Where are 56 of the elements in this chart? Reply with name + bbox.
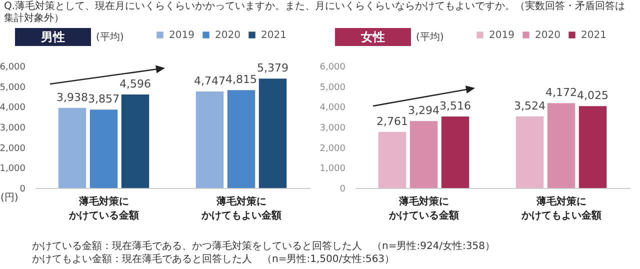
y-tick-label: 1,000: [320, 164, 346, 174]
x-tick-label: 薄毛対策にかけている金額: [68, 196, 139, 222]
x-tick-label: 薄毛対策にかけてもよい金額: [200, 196, 282, 222]
bar: [90, 110, 118, 188]
legend-label: 2020: [215, 30, 240, 41]
data-label: 4,815: [226, 73, 257, 86]
bar: [58, 108, 86, 188]
data-label: 4,596: [120, 78, 152, 91]
legend-label: 2021: [581, 30, 606, 41]
bar: [121, 94, 150, 188]
x-tick-label: 薄毛対策にかけている金額: [388, 196, 459, 222]
legend-label: 2019: [489, 30, 514, 41]
bar: [547, 103, 576, 188]
chart-title: 女性: [335, 28, 411, 46]
data-label: 4,172: [546, 86, 577, 100]
y-tick-label: 0: [20, 184, 26, 194]
chart-subtitle: (平均): [96, 31, 124, 44]
y-tick-label: 2,000: [0, 144, 26, 154]
y-tick-label: 5,000: [0, 82, 26, 93]
chart-subtitle: (平均): [416, 31, 444, 44]
data-label: 4,747: [194, 74, 226, 88]
data-label: 3,516: [440, 100, 472, 113]
x-tick-label: 薄毛対策にかけてもよい金額: [520, 196, 602, 222]
bar: [227, 90, 256, 188]
y-tick-label: 3,000: [0, 124, 26, 134]
bar: [516, 116, 544, 188]
y-tick-label: 0: [340, 184, 346, 194]
y-tick-label: 6,000: [320, 62, 346, 72]
legend-label: 2021: [261, 30, 286, 41]
bar: [196, 91, 224, 188]
y-tick-label: 6,000: [0, 62, 26, 72]
y-tick-label: 4,000: [320, 103, 346, 114]
y-tick-label: 2,000: [320, 144, 346, 154]
chart-title: 男性: [15, 28, 91, 46]
bar: [441, 116, 470, 188]
y-tick-label: 5,000: [320, 82, 346, 93]
data-label: 3,294: [408, 104, 440, 118]
data-label: 3,857: [88, 92, 120, 106]
data-label: 3,524: [514, 99, 546, 112]
text: かけている金額：現在薄毛である、かつ薄毛対策をしていると回答した人 （n=男性:924/女性:358）: [32, 240, 495, 253]
y-axis-title: (円): [0, 192, 18, 204]
data-label: 5,379: [257, 62, 289, 75]
y-tick-label: 4,000: [0, 103, 26, 114]
y-tick-label: 1,000: [0, 164, 26, 174]
text: Q.薄毛対策として、現在月にいくらくらいかかっていますか。また、月にいくらくらいならかけてもよいですか。（実数回答・矛盾回答は集計対象外）: [4, 1, 626, 25]
bar: [410, 121, 438, 188]
y-tick-label: 3,000: [320, 124, 346, 134]
legend-label: 2020: [535, 30, 560, 41]
data-label: 2,761: [376, 114, 408, 128]
bar: [378, 132, 406, 188]
text: かけてもよい金額：現在薄毛であると回答した人 （n=男性:1,500/女性:563）: [32, 253, 396, 266]
data-label: 3,938: [56, 90, 88, 104]
bar: [258, 78, 287, 188]
legend-label: 2019: [169, 30, 194, 41]
bar: [578, 106, 607, 188]
data-label: 4,025: [577, 89, 609, 102]
